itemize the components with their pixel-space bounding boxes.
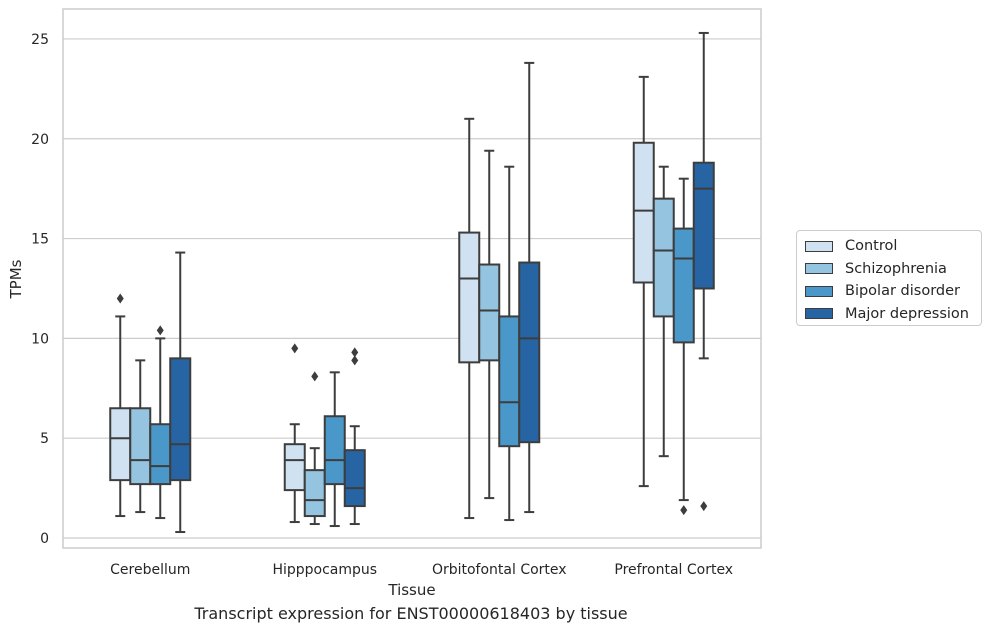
legend-item: Schizophrenia [805, 258, 973, 281]
iqr-box [283, 443, 306, 492]
outlier-point [291, 343, 299, 354]
legend-swatch [805, 263, 833, 275]
chart-title: Transcript expression for ENST0000061840… [194, 604, 628, 623]
outlier-point [351, 347, 359, 358]
box-major-depression [343, 347, 366, 526]
legend-item: Major depression [805, 303, 973, 326]
y-tick-label: 15 [31, 232, 49, 248]
iqr-box [343, 449, 366, 508]
legend-label: Major depression [845, 305, 969, 322]
y-tick-label: 5 [40, 431, 49, 447]
iqr-box [303, 469, 326, 518]
y-tick-label: 25 [31, 32, 49, 48]
legend-item: Bipolar disorder [805, 280, 973, 303]
iqr-box [652, 197, 675, 318]
iqr-box [498, 315, 521, 448]
y-tick-label: 10 [31, 331, 49, 347]
legend-label: Bipolar disorder [845, 283, 960, 300]
iqr-box [458, 231, 481, 364]
x-tick-label: Orbitofontal Cortex [432, 562, 567, 578]
iqr-box [518, 261, 541, 444]
iqr-box [129, 407, 152, 486]
box-schizophrenia [478, 149, 501, 500]
legend-swatch [805, 285, 833, 297]
legend-label: Schizophrenia [845, 260, 947, 277]
outlier-point [700, 501, 708, 512]
x-tick-label: Hipppocampus [272, 562, 377, 578]
x-tick-label: Prefrontal Cortex [614, 562, 733, 578]
box-bipolar-disorder [149, 325, 172, 520]
iqr-box [672, 227, 695, 344]
outlier-point [680, 505, 688, 516]
y-tick-label: 0 [40, 531, 49, 547]
x-axis-label: Tissue [387, 581, 435, 599]
box-major-depression [692, 31, 715, 512]
box-bipolar-disorder [498, 165, 521, 522]
iqr-box [149, 423, 172, 486]
outlier-point [351, 355, 359, 366]
iqr-box [478, 263, 501, 362]
legend-swatch [805, 308, 833, 320]
box-major-depression [518, 61, 541, 514]
y-tick-label: 20 [31, 132, 49, 148]
y-axis-label: TPMs [7, 259, 25, 299]
legend-label: Control [845, 238, 898, 255]
x-tick-label: Cerebellum [110, 562, 190, 578]
iqr-box [632, 141, 655, 284]
legend: Control Schizophrenia Bipolar disorder Majo… [796, 230, 982, 326]
box-major-depression [169, 251, 192, 534]
iqr-box [169, 357, 192, 482]
outlier-point [311, 371, 319, 382]
box-schizophrenia [303, 371, 326, 526]
outlier-point [116, 293, 124, 304]
legend-item: Control [805, 235, 973, 258]
iqr-box [323, 415, 346, 486]
iqr-box [109, 407, 132, 482]
legend-swatch [805, 240, 833, 252]
box-control [283, 343, 306, 524]
outlier-point [156, 325, 164, 336]
iqr-box [692, 161, 715, 290]
